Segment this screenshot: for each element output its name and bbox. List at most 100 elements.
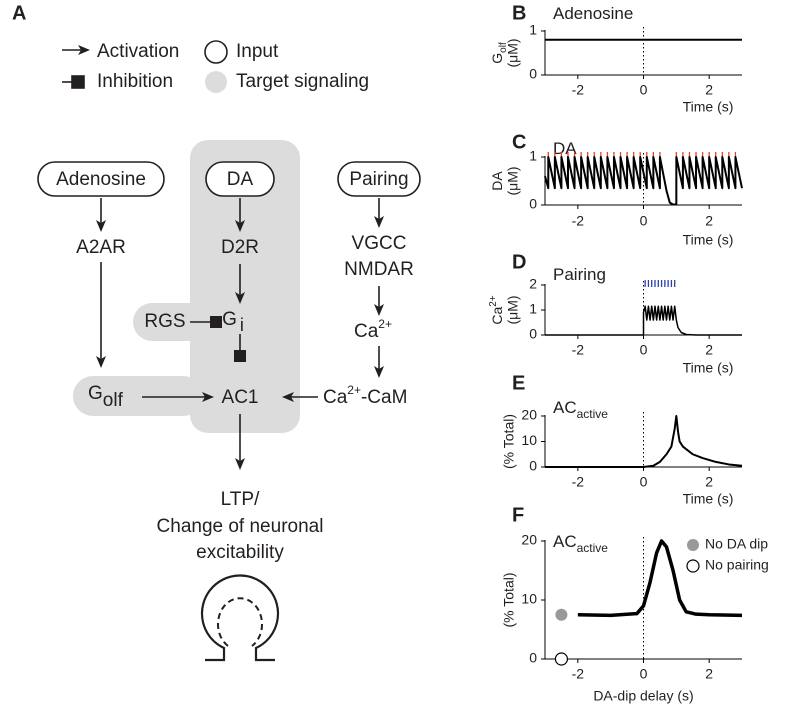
data-line bbox=[545, 415, 743, 468]
node-label: AC1 bbox=[222, 387, 259, 408]
chart-title-main: DA bbox=[553, 139, 577, 158]
y-tick-label: 2 bbox=[529, 276, 537, 292]
y-axis-label-main: DA bbox=[489, 171, 505, 191]
output-label: excitability bbox=[196, 542, 284, 563]
data-point bbox=[554, 652, 569, 666]
legend-label: Input bbox=[236, 41, 279, 62]
legend-inhibit-head bbox=[71, 75, 85, 89]
node-label: Ca2+-CaM bbox=[323, 383, 407, 408]
legend-target bbox=[205, 71, 227, 93]
legend-input bbox=[204, 40, 228, 64]
target-region bbox=[73, 140, 300, 433]
x-tick-label: 2 bbox=[705, 342, 713, 358]
y-axis-unit: (% Total) bbox=[501, 414, 517, 469]
node-label: RGS bbox=[144, 311, 185, 332]
data-line bbox=[577, 539, 743, 618]
y-tick-label: 0 bbox=[529, 196, 537, 212]
x-tick-label: -2 bbox=[572, 342, 585, 358]
x-tick-label: 2 bbox=[705, 82, 713, 98]
y-axis-unit: (μM) bbox=[505, 38, 521, 67]
legend-marker bbox=[687, 539, 699, 551]
x-tick-label: 0 bbox=[640, 342, 648, 358]
chart-title: Pairing bbox=[553, 265, 606, 284]
chart-title: ACactive bbox=[553, 398, 608, 421]
chart-title-sub: active bbox=[577, 407, 609, 421]
chart-title-main: Adenosine bbox=[553, 4, 633, 23]
y-axis-unit: (μM) bbox=[505, 166, 521, 195]
node-label-main: G bbox=[88, 383, 103, 404]
x-tick-label: -2 bbox=[572, 213, 585, 229]
chart-title-main: AC bbox=[553, 532, 577, 551]
panel-letter: D bbox=[512, 251, 526, 273]
chart-title-sub: active bbox=[577, 541, 609, 555]
data-point bbox=[555, 608, 568, 621]
data-line bbox=[544, 156, 743, 206]
y-axis-unit: (% Total) bbox=[501, 573, 517, 628]
x-tick-label: -2 bbox=[572, 666, 585, 682]
y-axis-label: Ca2+ bbox=[488, 295, 505, 324]
chart-title-main: AC bbox=[553, 398, 577, 417]
node-label-sub: i bbox=[240, 315, 244, 335]
node-label: Ca2+ bbox=[354, 317, 392, 342]
output-label: Change of neuronal bbox=[157, 516, 324, 537]
node-label: NMDAR bbox=[344, 259, 414, 280]
x-tick-label: 2 bbox=[705, 474, 713, 490]
node-label: Golf bbox=[88, 383, 124, 411]
y-axis-label-sub: olf bbox=[498, 42, 509, 53]
y-axis-label: DA bbox=[489, 171, 505, 191]
data-line bbox=[545, 305, 742, 336]
diagram: A Activation Inhibition Input Target sig… bbox=[12, 2, 421, 662]
panel-letter: E bbox=[512, 372, 525, 394]
panel-letter: F bbox=[512, 504, 524, 526]
y-tick-label: 10 bbox=[521, 591, 537, 607]
y-axis-label-main: G bbox=[489, 53, 505, 64]
panel-letter: A bbox=[12, 2, 26, 24]
legend-label: No pairing bbox=[705, 557, 769, 573]
x-tick-label: 0 bbox=[640, 213, 648, 229]
node-label-sub: olf bbox=[103, 390, 124, 411]
x-tick-label: 0 bbox=[640, 666, 648, 682]
x-axis-label: Time (s) bbox=[683, 99, 734, 115]
chart-title: DA bbox=[553, 139, 577, 158]
chart-title-main: Pairing bbox=[553, 265, 606, 284]
arrows bbox=[96, 198, 384, 470]
node-label: Adenosine bbox=[56, 169, 146, 190]
node-label-main: Ca bbox=[354, 321, 379, 342]
x-axis-label: DA-dip delay (s) bbox=[593, 688, 693, 704]
y-tick-label: 0 bbox=[529, 650, 537, 666]
node-label: Pairing bbox=[349, 169, 408, 190]
node-label-main: G bbox=[222, 309, 237, 330]
node-label: D2R bbox=[221, 237, 259, 258]
x-tick-label: -2 bbox=[572, 474, 585, 490]
x-tick-label: 2 bbox=[705, 213, 713, 229]
y-tick-label: 1 bbox=[529, 148, 537, 164]
panel-letter: C bbox=[512, 131, 526, 153]
chart-title: ACactive bbox=[553, 532, 608, 555]
input-node bbox=[205, 161, 275, 197]
x-axis-label: Time (s) bbox=[683, 491, 734, 507]
x-tick-label: -2 bbox=[572, 82, 585, 98]
y-tick-label: 0 bbox=[529, 458, 537, 474]
y-tick-label: 0 bbox=[529, 66, 537, 82]
node-label: A2AR bbox=[76, 237, 126, 258]
legend-marker bbox=[686, 559, 700, 573]
y-axis-label-sup: 2+ bbox=[488, 295, 499, 307]
node-label: DA bbox=[227, 169, 254, 190]
node-label-rest: -CaM bbox=[361, 387, 407, 408]
x-axis-label: Time (s) bbox=[683, 360, 734, 376]
y-tick-label: 0 bbox=[529, 326, 537, 342]
node-label-sup: 2+ bbox=[347, 383, 361, 397]
panel-letter: B bbox=[512, 2, 526, 24]
y-tick-label: 20 bbox=[521, 532, 537, 548]
input-node bbox=[37, 161, 165, 197]
x-tick-label: 2 bbox=[705, 666, 713, 682]
y-axis-label: Golf bbox=[489, 42, 509, 64]
y-tick-label: 20 bbox=[521, 407, 537, 423]
y-tick-label: 1 bbox=[529, 301, 537, 317]
node-label: VGCC bbox=[352, 233, 407, 254]
x-tick-label: 0 bbox=[640, 474, 648, 490]
legend-label: Target signaling bbox=[236, 71, 369, 92]
legend-label: Inhibition bbox=[97, 71, 173, 92]
